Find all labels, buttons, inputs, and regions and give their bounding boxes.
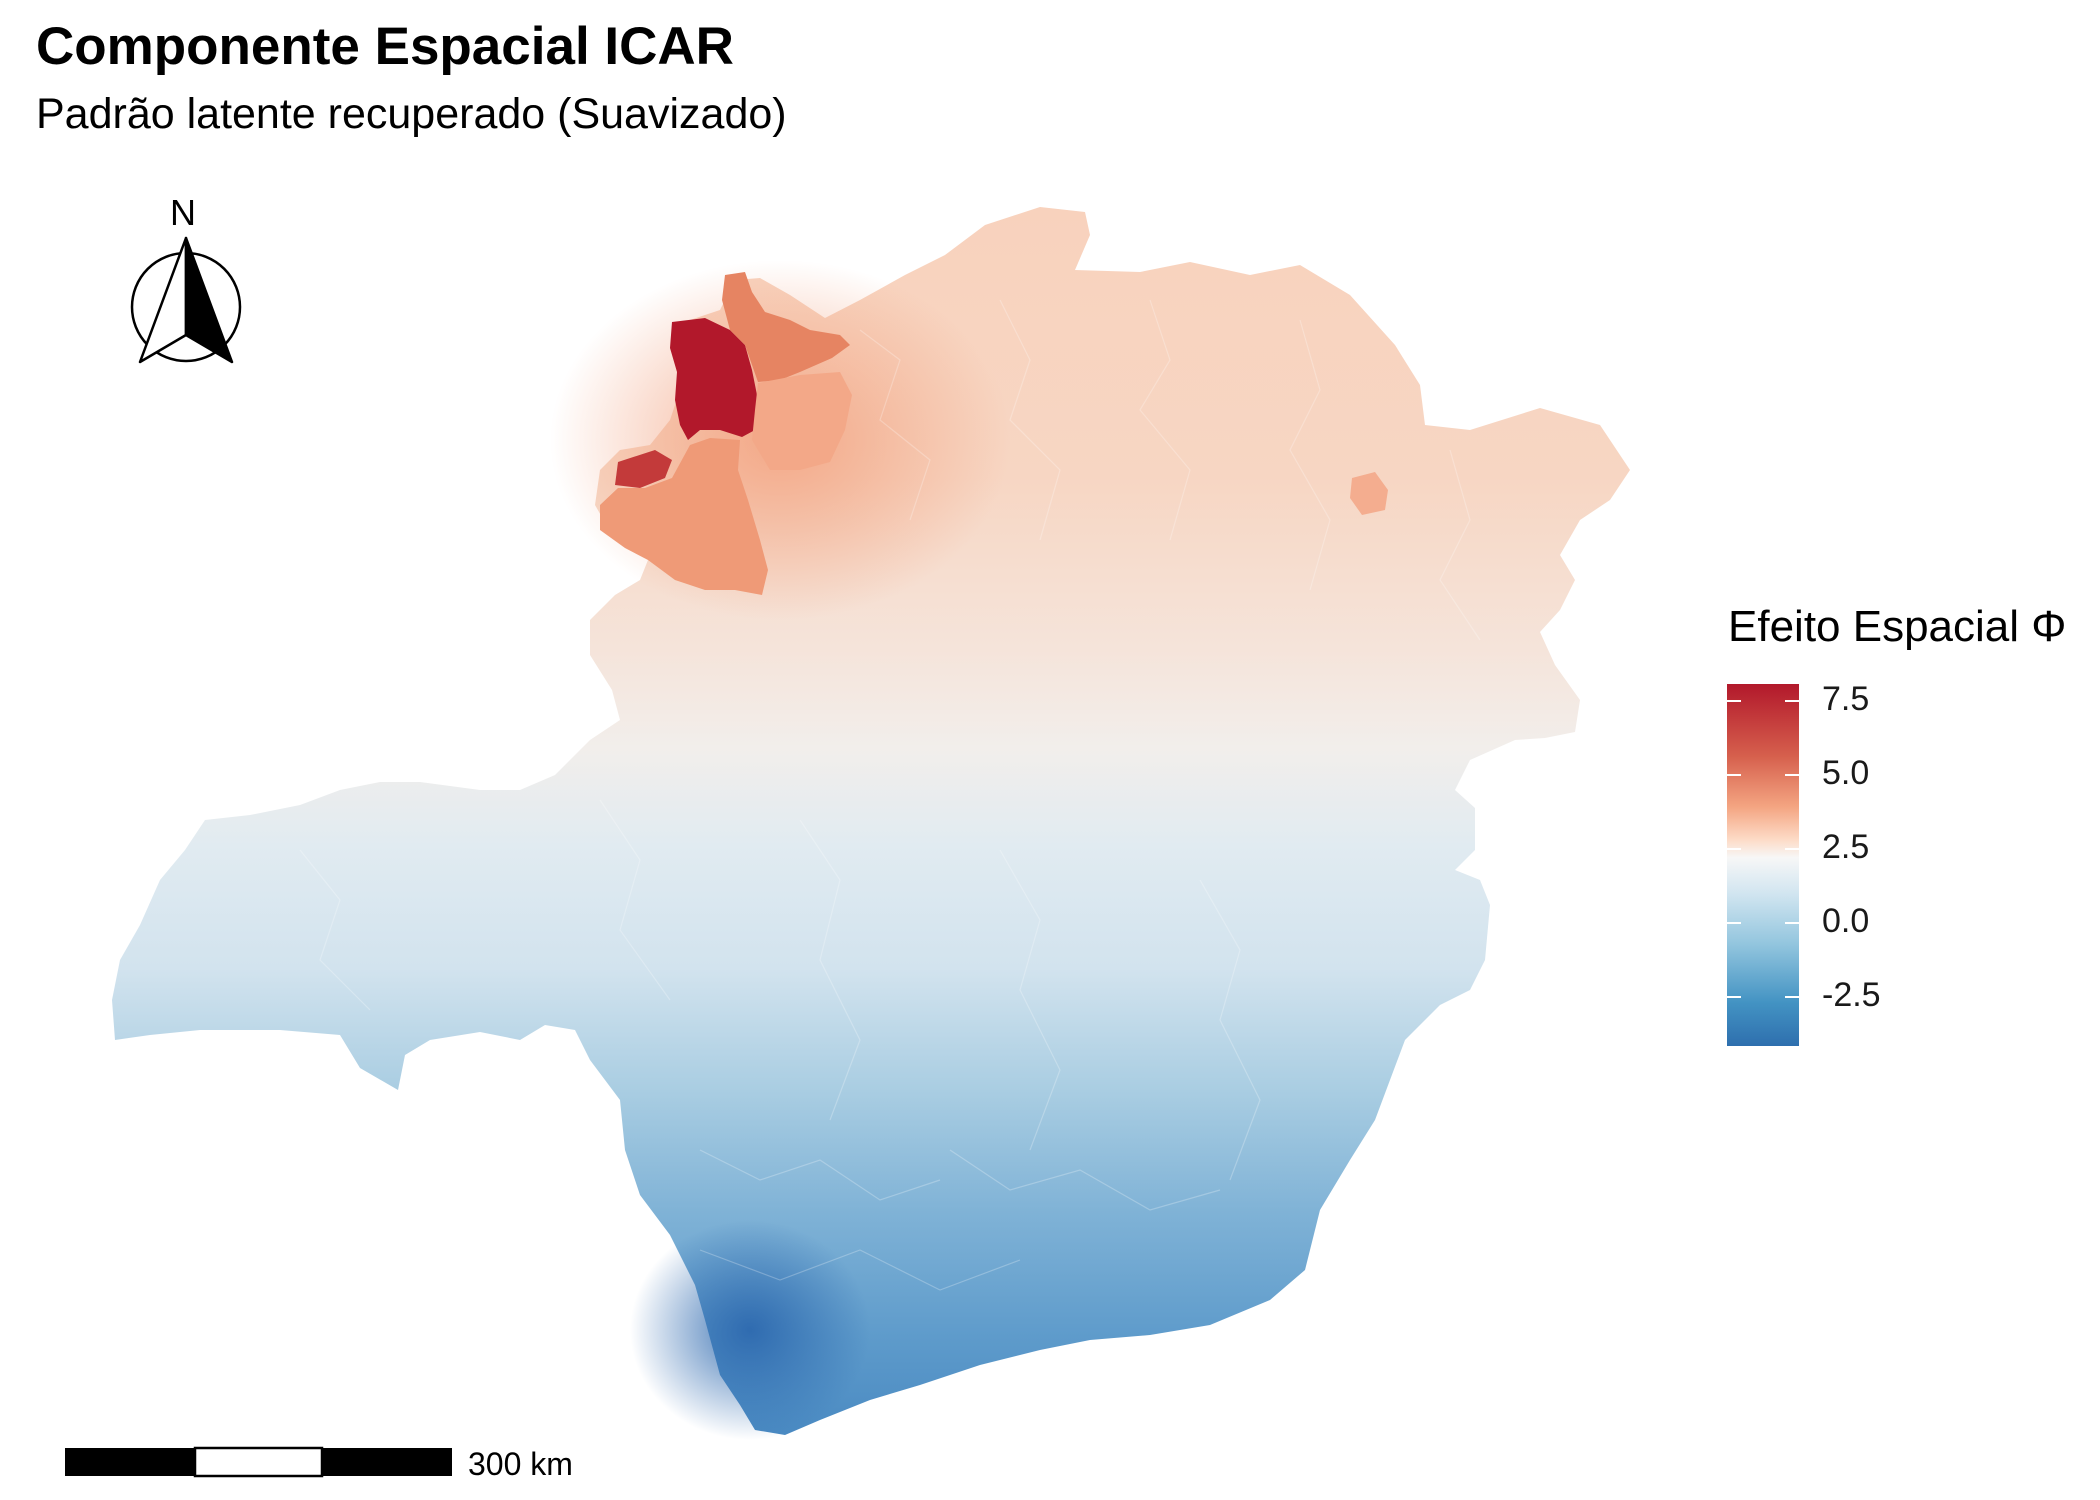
- legend-tick-label: 7.5: [1822, 680, 1870, 718]
- scale-bar-label: 300 km: [468, 1446, 573, 1482]
- legend-tick-mark: [1727, 922, 1741, 924]
- legend-tick-label: 2.5: [1822, 828, 1870, 866]
- legend-title: Efeito Espacial Φ: [1728, 602, 2067, 651]
- north-arrow-label: N: [170, 192, 196, 233]
- legend-tick-mark: [1727, 774, 1741, 776]
- map-subtitle: Padrão latente recuperado (Suavizado): [36, 90, 787, 138]
- legend-tick-label: 0.0: [1822, 902, 1870, 940]
- north-arrow-icon: [130, 236, 242, 364]
- legend-colorbar: [1727, 684, 1799, 1046]
- legend-tick-mark: [1727, 700, 1741, 702]
- district-high-b: [600, 438, 768, 595]
- legend-tick-mark: [1785, 922, 1799, 924]
- legend-tick-mark: [1785, 774, 1799, 776]
- southwest-low-zone: [630, 1220, 870, 1440]
- legend-tick-mark: [1785, 700, 1799, 702]
- district-high-d: [1350, 472, 1388, 515]
- district-highest: [670, 318, 758, 440]
- legend-tick-mark: [1785, 848, 1799, 850]
- legend-tick-mark: [1727, 996, 1741, 998]
- map-title: Componente Espacial ICAR: [36, 17, 734, 76]
- scale-bar: [65, 1446, 452, 1478]
- district-very-high: [615, 450, 672, 488]
- state-boundary: [112, 207, 1630, 1435]
- district-high-c: [752, 372, 852, 470]
- legend-tick-label: 5.0: [1822, 754, 1870, 792]
- legend-tick-mark: [1727, 848, 1741, 850]
- legend-tick-mark: [1785, 996, 1799, 998]
- district-mosaic: [299, 299, 1481, 1291]
- legend-tick-label: -2.5: [1822, 976, 1881, 1014]
- district-high-a: [722, 272, 850, 382]
